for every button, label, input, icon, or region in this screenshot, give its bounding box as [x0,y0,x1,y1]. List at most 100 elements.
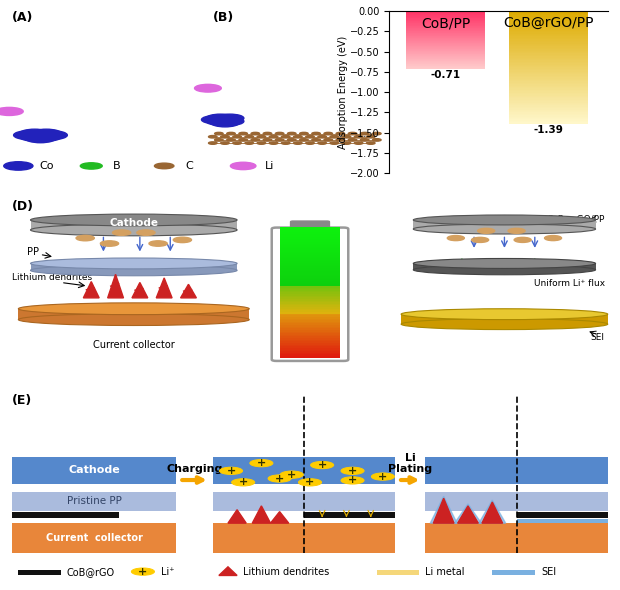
Polygon shape [454,504,481,523]
Text: +: + [287,470,296,480]
Ellipse shape [414,224,596,234]
Circle shape [250,460,273,467]
Circle shape [360,132,369,135]
Circle shape [37,131,68,140]
Circle shape [268,475,291,482]
Bar [280,291,340,293]
Bar [280,242,340,244]
Circle shape [348,132,356,135]
Circle shape [215,132,223,135]
Circle shape [269,142,278,145]
Circle shape [14,131,44,140]
Text: +: + [275,474,284,483]
Text: Lithium dendrites: Lithium dendrites [12,273,92,281]
Bar [30,264,237,270]
Circle shape [100,241,118,246]
Circle shape [324,132,332,135]
Circle shape [206,117,234,125]
Circle shape [32,131,55,137]
Circle shape [281,142,290,145]
Text: C: C [185,161,193,171]
Bar [280,322,340,323]
Text: PP: PP [27,247,40,257]
Text: +: + [348,476,357,486]
Bar [280,274,340,276]
Bar [280,349,340,351]
Bar [280,253,340,255]
Bar [280,244,340,245]
Circle shape [233,136,241,138]
Circle shape [21,131,43,137]
Polygon shape [430,496,457,523]
Circle shape [311,461,334,468]
Bar [280,231,340,232]
Circle shape [447,235,464,241]
Polygon shape [108,274,123,298]
Bar [213,523,395,553]
Circle shape [312,139,321,141]
Circle shape [355,136,363,138]
Bar [280,307,340,309]
Polygon shape [252,506,270,523]
Bar [280,327,340,328]
Circle shape [324,139,332,141]
Circle shape [208,116,228,122]
Bar [280,260,340,261]
Circle shape [264,132,272,135]
Bar [280,310,340,312]
Bar [280,255,340,257]
Bar [280,320,340,322]
Text: Li⁺: Li⁺ [161,566,175,576]
Circle shape [25,131,56,140]
Circle shape [280,471,303,478]
Bar [280,328,340,330]
Circle shape [330,136,339,138]
Bar [280,261,340,263]
Text: Current collector: Current collector [93,340,175,350]
Bar [213,457,395,484]
Bar [280,293,340,294]
Bar [280,257,340,258]
Bar [280,342,340,343]
Bar [280,248,340,250]
Text: +: + [138,566,148,576]
Ellipse shape [30,224,237,236]
Polygon shape [180,284,197,298]
Bar [516,512,608,519]
Bar [280,247,340,248]
Bar [280,232,340,234]
Circle shape [216,117,244,125]
Bar [280,284,340,286]
Circle shape [131,568,154,575]
Bar [377,570,419,575]
Bar [280,258,340,260]
Circle shape [233,142,241,145]
Bar [30,220,237,230]
Bar [280,356,340,358]
Bar [280,332,340,333]
Text: Cathode: Cathode [109,218,158,228]
Bar [280,297,340,299]
Circle shape [245,142,254,145]
Circle shape [217,116,238,122]
Bar [280,338,340,340]
Circle shape [76,235,94,241]
Bar [12,492,176,511]
Bar [19,570,61,575]
Circle shape [251,139,260,141]
Circle shape [269,136,278,138]
Circle shape [355,142,363,145]
Text: (B): (B) [213,11,234,24]
Circle shape [173,237,192,242]
Circle shape [239,132,247,135]
Circle shape [208,136,217,138]
Bar [280,296,340,297]
Circle shape [341,477,364,484]
Bar [280,234,340,235]
Circle shape [288,139,296,141]
Bar [280,265,340,266]
FancyBboxPatch shape [291,221,329,230]
Text: (E): (E) [12,394,32,407]
Circle shape [245,136,254,138]
Circle shape [231,162,256,170]
